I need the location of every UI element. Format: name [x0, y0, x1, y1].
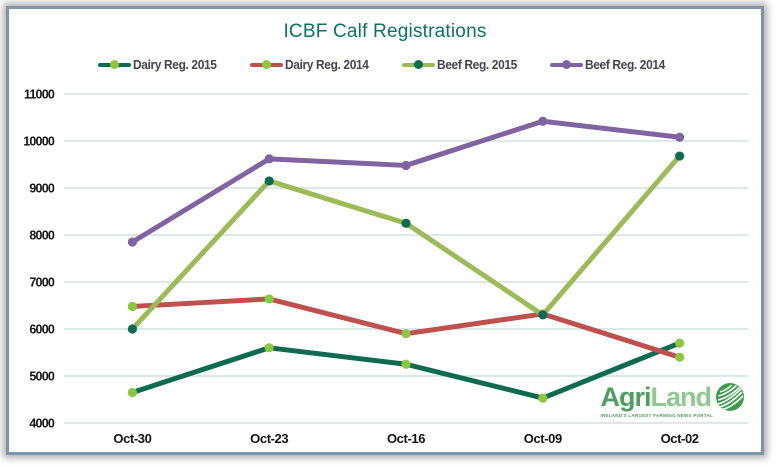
- y-axis-tick-label: 7000: [29, 276, 54, 290]
- data-point-marker-beef-reg-2015: [538, 310, 548, 320]
- data-point-marker-dairy-reg-2015: [401, 359, 411, 369]
- series-dairy-reg-2015: [127, 338, 685, 403]
- legend-line-marker-icon: [549, 59, 583, 70]
- window-shadow: ICBF Calf Registrations Dairy Reg. 2015 D…: [2, 2, 766, 457]
- chart-legend: Dairy Reg. 2015 Dairy Reg. 2014 Beef Reg. …: [9, 57, 761, 72]
- x-axis-tick-label: Oct-16: [387, 431, 425, 446]
- data-point-marker-dairy-reg-2015: [264, 343, 274, 353]
- data-point-marker-dairy-reg-2014: [264, 294, 274, 304]
- x-axis-tick-label: Oct-09: [524, 431, 562, 446]
- legend-label: Dairy Reg. 2015: [133, 57, 217, 72]
- y-axis-tick-label: 11000: [24, 88, 55, 102]
- data-point-marker-beef-reg-2014: [538, 116, 548, 126]
- data-point-marker-beef-reg-2014: [675, 132, 685, 142]
- legend-line-marker-icon: [250, 59, 284, 70]
- data-point-marker-beef-reg-2014: [401, 160, 411, 171]
- legend-item-beef-reg-2014: Beef Reg. 2014: [549, 57, 672, 72]
- data-point-marker-dairy-reg-2014: [675, 352, 685, 362]
- y-axis-tick-label: 4000: [29, 417, 54, 431]
- series-line-dairy-reg-2015: [129, 340, 683, 401]
- series-dairy-reg-2014: [127, 294, 685, 362]
- data-point-marker-beef-reg-2014: [264, 154, 274, 164]
- legend-item-beef-reg-2015: Beef Reg. 2015: [401, 57, 524, 72]
- data-point-marker-beef-reg-2015: [127, 324, 137, 334]
- x-axis-tick-label: Oct-02: [661, 431, 699, 446]
- series-beef-reg-2014: [127, 116, 685, 247]
- agriland-logo-text: AgriLand: [600, 381, 712, 412]
- y-axis-tick-label: 10000: [23, 135, 55, 149]
- line-chart-plot: 4000 5000 6000 7000 8000 9000 10000 11000 Oct-30…: [23, 88, 748, 446]
- y-axis-tick-label: 9000: [29, 182, 54, 196]
- x-axis-tick-label: Oct-30: [113, 431, 151, 446]
- data-point-marker-dairy-reg-2014: [127, 301, 137, 312]
- agriland-globe-icon: [716, 383, 744, 411]
- y-axis-tick-label: 5000: [29, 370, 54, 384]
- series-beef-reg-2015: [127, 151, 685, 334]
- legend-label: Beef Reg. 2014: [584, 57, 665, 72]
- legend-line-marker-icon: [98, 59, 132, 70]
- legend-label: Beef Reg. 2015: [436, 57, 517, 72]
- data-point-marker-dairy-reg-2015: [127, 387, 137, 398]
- agriland-tagline: IRELAND'S LARGEST FARMING NEWS PORTAL: [600, 413, 713, 418]
- legend-line-marker-icon: [401, 59, 435, 70]
- data-point-marker-beef-reg-2014: [127, 237, 137, 247]
- legend-item-dairy-reg-2014: Dairy Reg. 2014: [250, 57, 376, 72]
- chart-area: ICBF Calf Registrations Dairy Reg. 2015 D…: [9, 9, 761, 452]
- legend-item-dairy-reg-2015: Dairy Reg. 2015: [98, 57, 224, 72]
- x-axis-tick-label: Oct-23: [250, 431, 288, 446]
- data-point-marker-beef-reg-2015: [401, 218, 411, 228]
- legend-label: Dairy Reg. 2014: [285, 57, 369, 72]
- series-line-dairy-reg-2014: [129, 296, 683, 360]
- y-axis-tick-label: 8000: [29, 229, 54, 243]
- data-point-marker-dairy-reg-2015: [675, 338, 685, 348]
- data-point-marker-dairy-reg-2015: [538, 393, 548, 403]
- data-point-marker-beef-reg-2015: [675, 151, 685, 161]
- chart-window-frame: ICBF Calf Registrations Dairy Reg. 2015 D…: [6, 6, 764, 455]
- data-point-marker-dairy-reg-2014: [401, 329, 411, 339]
- y-axis-tick-label: 6000: [29, 323, 54, 337]
- data-point-marker-beef-reg-2015: [264, 176, 274, 186]
- chart-title: ICBF Calf Registrations: [283, 21, 487, 42]
- agriland-logo: AgriLand IRELAND'S LARGEST FARMI: [600, 382, 745, 418]
